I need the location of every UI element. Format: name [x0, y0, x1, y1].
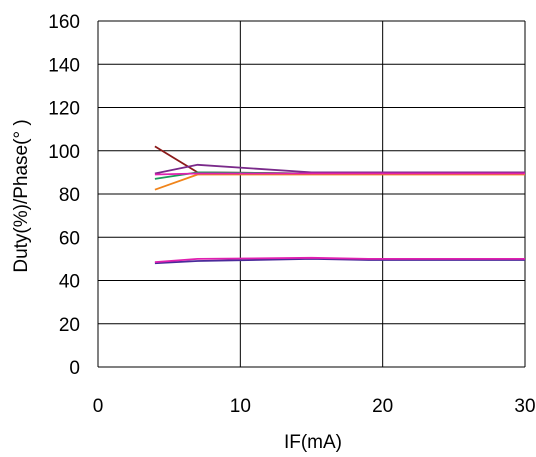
y-tick-labels: 0 20 40 60 80 100 120 140 160 [48, 12, 80, 379]
x-tick-label: 20 [372, 396, 393, 417]
x-tick-label: 30 [514, 396, 535, 417]
series-line-7 [154, 256, 525, 263]
x-tick-label: 10 [230, 396, 251, 417]
series-line-5 [154, 172, 525, 176]
series-line-3 [154, 173, 525, 191]
x-axis-title: IF(mA) [284, 432, 342, 453]
y-tick-label: 40 [59, 272, 80, 293]
grid [97, 20, 526, 368]
y-tick-label: 160 [48, 12, 80, 33]
y-axis-title: Duty(%)/Phase(° ) [11, 119, 32, 272]
y-tick-label: 80 [59, 185, 80, 206]
series-group [154, 145, 525, 265]
y-tick-label: 0 [69, 358, 80, 379]
x-tick-label: 0 [93, 396, 104, 417]
y-tick-label: 120 [48, 99, 80, 120]
y-tick-label: 60 [59, 228, 80, 249]
y-tick-label: 140 [48, 55, 80, 76]
series-line-6 [154, 257, 525, 265]
x-tick-labels: 0 10 20 30 [93, 396, 536, 417]
y-tick-label: 20 [59, 315, 80, 336]
y-tick-label: 100 [48, 142, 80, 163]
series-line-4 [154, 163, 525, 175]
